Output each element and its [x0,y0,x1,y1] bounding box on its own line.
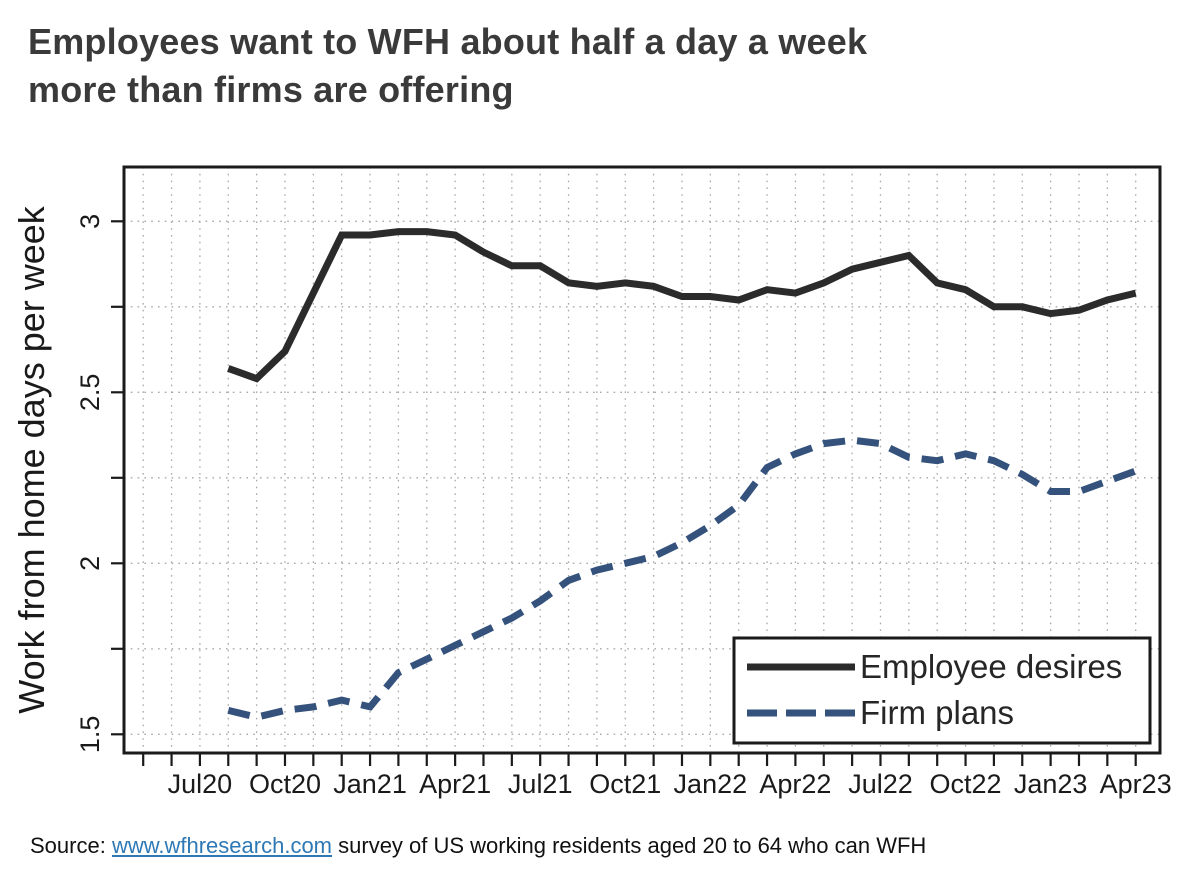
x-tick-label-Jul22: Jul22 [848,769,913,799]
axis-ticks [111,220,1137,766]
y-axis-title: Work from home days per week [11,205,52,714]
legend-box [732,636,1152,745]
y-tick-label-1.5: 1.5 [75,716,105,754]
x-tick-label-Jul20: Jul20 [168,769,233,799]
chart-title: Employees want to WFH about half a day a… [28,18,867,114]
x-tick-label-Apr22: Apr22 [759,769,831,799]
x-tick-label-Jan22: Jan22 [674,769,748,799]
plot-border [122,165,1162,755]
source-prefix: Source: [30,833,112,858]
y-tick-label-2: 2 [75,556,105,571]
x-tick-label-Jul21: Jul21 [508,769,573,799]
legend: Employee desires Firm plans [732,636,1152,745]
source-line: Source: www.wfhresearch.com survey of US… [30,833,926,859]
y-tick-label-3: 3 [75,214,105,229]
x-tick-label-Jan21: Jan21 [333,769,407,799]
gridlines [124,167,1160,753]
x-tick-label-Apr21: Apr21 [419,769,491,799]
x-tick-label-Oct22: Oct22 [930,769,1002,799]
employee-desires-line [227,228,1137,383]
chart-title-line1: Employees want to WFH about half a day a… [28,21,868,62]
legend-label-employee-desires: Employee desires [860,648,1122,685]
axis-tick-labels: Jul20 Oct20 Jan21 Apr21 Jul21 Oct21 Jan22 Apr22… [75,214,1172,799]
x-tick-label-Oct21: Oct21 [589,769,661,799]
x-tick-label-Apr23: Apr23 [1100,769,1172,799]
data-series [227,228,1137,721]
x-tick-label-Jan23: Jan23 [1014,769,1088,799]
source-link[interactable]: www.wfhresearch.com [111,833,333,858]
source-suffix: survey of US working residents aged 20 t… [332,833,927,858]
y-tick-label-2.5: 2.5 [75,374,105,412]
chart-title-line2: more than firms are offering [28,69,514,110]
legend-label-firm-plans: Firm plans [860,694,1014,731]
x-tick-label-Oct20: Oct20 [249,769,321,799]
